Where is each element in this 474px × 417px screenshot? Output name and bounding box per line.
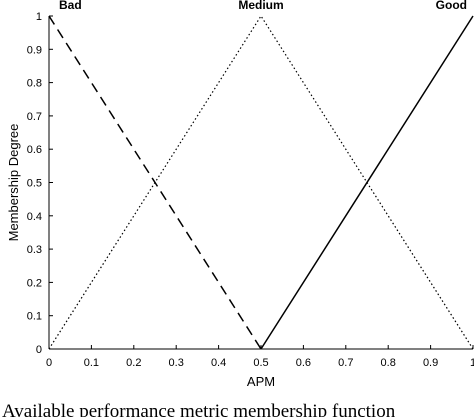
y-tick-label: 0 (36, 344, 42, 356)
series-label-medium: Medium (238, 0, 283, 12)
x-tick-label: 0.2 (126, 357, 141, 369)
x-tick-label: 1 (470, 357, 474, 369)
series-line-good (260, 15, 474, 350)
series-label-bad: Bad (59, 0, 82, 12)
membership-chart: 0 0.1 0.2 0.3 0.4 0.5 0.6 0.7 0.8 0.9 1 0 0.1 0.2 0.3 0… (6, 0, 474, 389)
x-tick-label: 0 (46, 357, 52, 369)
x-tick-label: 0.6 (296, 357, 311, 369)
x-tick-label: 0.3 (169, 357, 184, 369)
x-tick-label: 0.4 (211, 357, 226, 369)
y-tick-label: 0.6 (27, 144, 42, 156)
x-axis-label: APM (247, 374, 275, 389)
y-tick-label: 0.9 (27, 44, 42, 56)
x-tick-label: 0.1 (84, 357, 99, 369)
y-tick-label: 1 (36, 11, 42, 23)
series-line-medium (48, 14, 474, 350)
series-labels: Bad Medium Good (59, 0, 467, 12)
figure-caption: Available performance metric membership … (2, 401, 396, 417)
y-tick-label: 0.3 (27, 244, 42, 256)
series-label-good: Good (436, 0, 467, 12)
x-tick-label: 0.5 (253, 357, 268, 369)
series-lines (48, 14, 474, 350)
y-tick-label: 0.4 (27, 211, 42, 223)
y-tick-label: 0.2 (27, 277, 42, 289)
x-tick-label: 0.8 (381, 357, 396, 369)
x-tick-label: 0.9 (423, 357, 438, 369)
y-tick-label: 0.7 (27, 111, 42, 123)
y-tick-label: 0.8 (27, 78, 42, 90)
y-tick-label: 0.5 (27, 178, 42, 190)
x-tick-label: 0.7 (338, 357, 353, 369)
axes: 0 0.1 0.2 0.3 0.4 0.5 0.6 0.7 0.8 0.9 1 0 0.1 0.2 0.3 0… (27, 11, 474, 369)
y-tick-label: 0.1 (27, 311, 42, 323)
y-axis-label: Membership Degree (6, 124, 21, 242)
